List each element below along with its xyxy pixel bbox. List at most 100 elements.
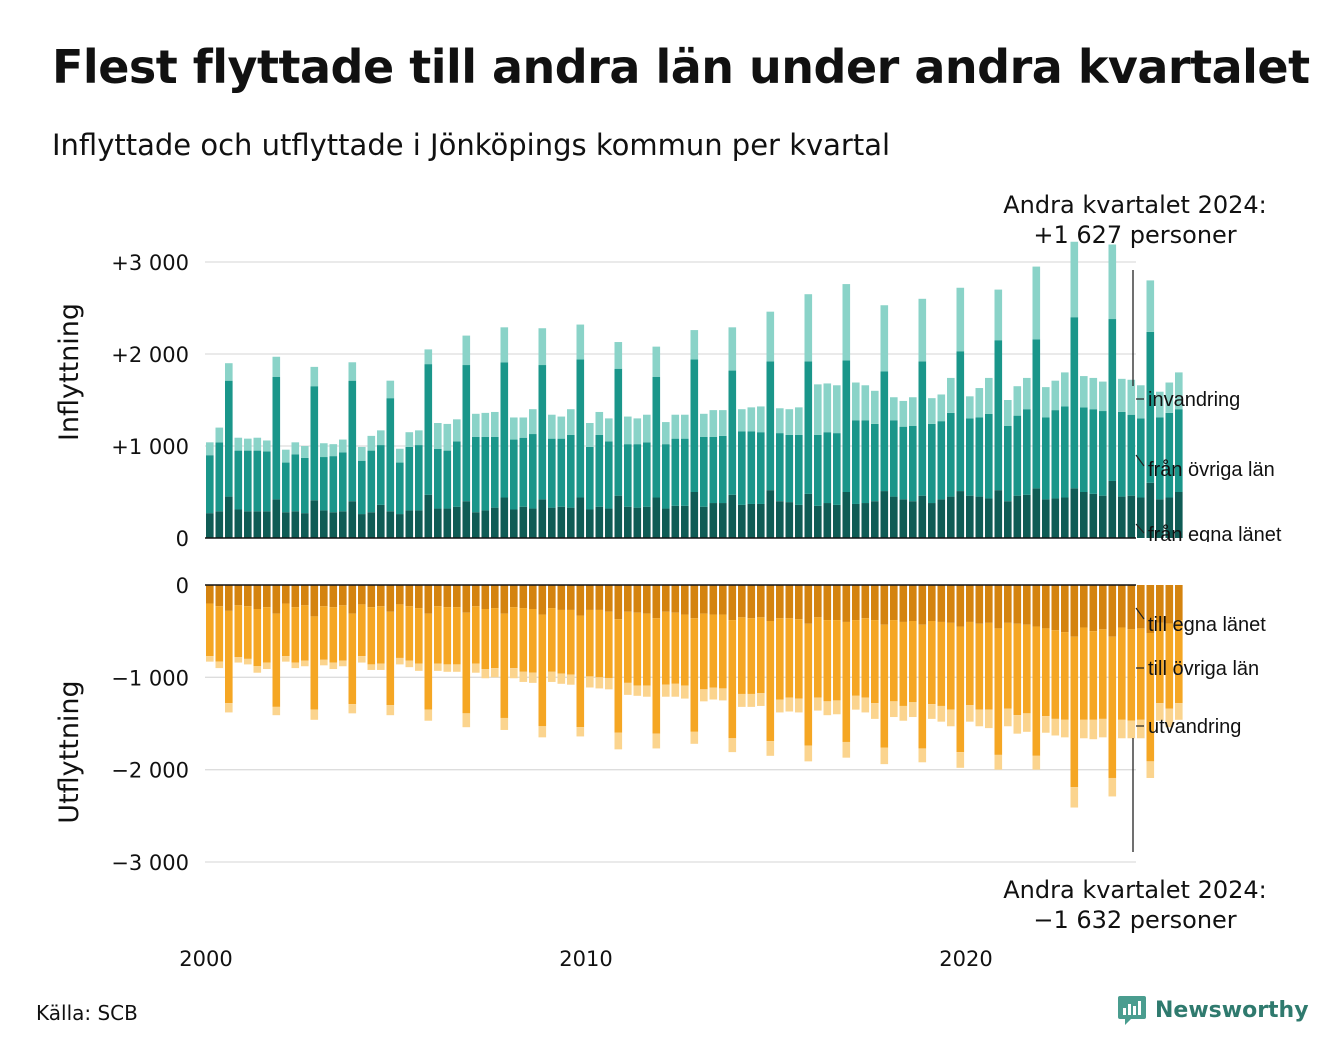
outflow-bar-s1-q58 [757,617,765,694]
inflow-bar-s1-q78 [947,412,955,497]
inflow-bar-s2-q100 [1156,391,1164,418]
inflow-bar-s2-q0 [206,442,214,456]
inflow-bar-s0-q96 [1118,496,1126,538]
outflow-bar-s2-q43 [614,732,623,750]
leader-fran-ovriga-lan [1135,454,1145,467]
inflow-bar-s0-q2 [225,496,233,538]
ytick-outflow-1: −1 000 [111,666,189,690]
inflow-bar-s1-q95 [1108,319,1117,481]
outflow-bar-s2-q44 [624,682,632,695]
outflow-bar-s0-q69 [861,585,870,619]
outflow-bar-s2-q16 [358,656,366,663]
outflow-bar-s1-q87 [1032,626,1041,756]
inflow-bar-s0-q33 [519,506,528,538]
inflow-bar-s2-q51 [690,330,699,360]
inflow-bar-s2-q5 [253,437,262,451]
inflow-bar-s1-q12 [320,457,328,511]
inflow-bar-s0-q47 [652,497,661,538]
outflow-bar-s1-q6 [263,607,271,663]
inflow-bar-s2-q94 [1099,381,1107,412]
annotation-top-line1: Andra kvartalet 2024: [1003,191,1267,219]
inflow-bar-s0-q26 [453,506,461,538]
outflow-bar-s0-q6 [263,585,271,608]
population-flow-chart: 0+1 000+2 000+3 000 0−1 000−2 000−3 000 … [54,191,1282,971]
outflow-bar-s1-q38 [567,609,575,675]
outflow-bar-s1-q26 [453,607,461,665]
inflow-bar-s2-q10 [301,446,309,458]
outflow-bar-s2-q13 [329,662,338,670]
inflow-bar-s1-q26 [453,441,461,507]
inflow-bar-s0-q72 [890,496,898,538]
chart-title: Flest flyttade till andra län under andr… [52,40,1310,94]
inflow-bar-s1-q6 [263,451,271,512]
outflow-bar-s0-q4 [244,585,252,607]
inflow-bar-s2-q52 [700,413,708,437]
outflow-bar-s0-q11 [310,585,319,617]
inflow-bar-s2-q49 [671,414,680,439]
outflow-bar-s2-q35 [538,726,547,738]
inflow-bar-s2-q26 [453,419,461,442]
outflow-bar-s1-q41 [595,609,604,678]
inflow-bar-s0-q22 [415,510,423,538]
inflow-bar-s2-q15 [348,362,357,381]
outflow-bar-s1-q59 [766,621,775,742]
inflow-bar-s2-q4 [244,438,252,451]
inflow-bar-s1-q40 [586,446,594,510]
outflow-bar-s0-q41 [595,585,604,610]
inflow-bar-s1-q59 [766,361,775,491]
inflow-bar-s0-q36 [548,507,556,538]
outflow-bar-s0-q36 [548,585,556,609]
outflow-bar-s2-q99 [1146,761,1155,778]
outflow-bar-s0-q92 [1080,585,1088,628]
outflow-bar-s1-q18 [377,606,385,664]
inflow-bars [206,241,1183,538]
outflow-bar-s0-q39 [576,585,585,616]
inflow-bar-s1-q3 [234,450,243,510]
outflow-bar-s1-q19 [386,611,395,706]
outflow-bar-s1-q88 [1042,628,1050,717]
inflow-bar-s1-q99 [1146,331,1155,483]
outflow-bar-s1-q75 [918,624,927,749]
outflow-bar-s1-q93 [1089,631,1098,720]
outflow-bar-s2-q84 [1004,708,1012,727]
outflow-bar-s0-q77 [937,585,946,622]
outflow-bar-s1-q79 [956,626,965,753]
outflow-bar-s0-q58 [757,585,765,618]
outflow-bar-s2-q80 [966,705,974,722]
outflow-bar-s1-q60 [776,618,784,700]
outflow-bar-s1-q62 [795,619,803,699]
outflow-bar-s1-q101 [1165,623,1174,709]
outflow-bar-s2-q82 [985,709,993,729]
outflow-bar-s0-q80 [966,585,974,622]
inflow-bar-s1-q4 [244,450,252,512]
inflow-bar-s1-q102 [1175,409,1183,492]
inflow-bar-s2-q6 [263,440,271,452]
source-note: Källa: SCB [36,1001,138,1025]
inflow-bar-s1-q64 [814,434,822,506]
series-label-fran-egna-lanet: från egna länet [1148,524,1282,546]
inflow-bar-s1-q57 [747,431,756,504]
inflow-bar-s1-q37 [557,438,566,507]
annotation-bottom-line1: Andra kvartalet 2024: [1003,876,1267,904]
inflow-bar-s2-q69 [861,385,870,421]
inflow-bar-s0-q44 [624,506,632,538]
outflow-bar-s2-q25 [443,664,452,672]
inflow-bar-s2-q23 [424,349,433,365]
outflow-bar-s1-q32 [510,607,518,669]
inflow-bar-s0-q81 [975,496,984,538]
outflow-bar-s1-q36 [548,608,556,672]
inflow-bar-s1-q41 [595,434,604,507]
outflow-bar-s0-q8 [282,585,290,604]
inflow-bar-s2-q33 [519,417,528,438]
inflow-bar-s0-q75 [918,495,927,538]
outflow-bar-s0-q31 [500,585,509,614]
inflow-bar-s2-q67 [842,284,851,361]
outflow-bar-s2-q31 [500,717,509,730]
inflow-bar-s0-q18 [377,504,385,538]
outflow-bar-s0-q98 [1137,585,1145,629]
outflow-bar-s1-q31 [500,613,509,718]
outflow-bar-s1-q86 [1023,624,1031,714]
inflow-bar-s1-q21 [405,446,414,511]
inflow-bar-s2-q95 [1108,244,1117,320]
chart-subtitle: Inflyttade och utflyttade i Jönköpings k… [52,128,891,162]
